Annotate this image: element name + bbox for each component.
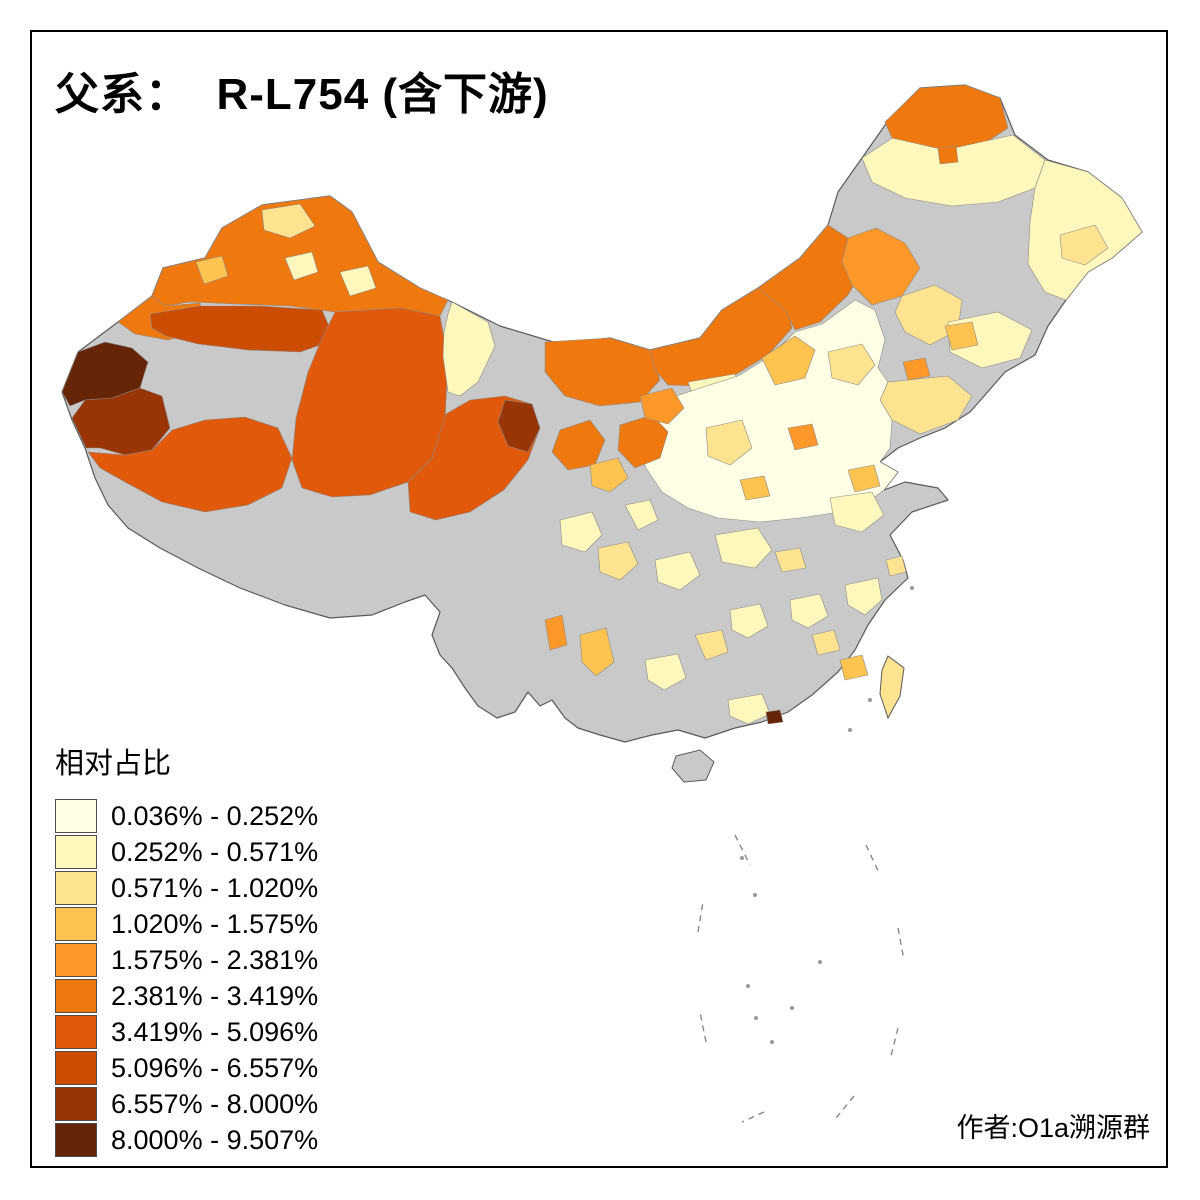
legend-row: 5.096% - 6.557% <box>55 1050 318 1086</box>
legend-title: 相对占比 <box>55 748 172 780</box>
legend-swatch <box>55 907 97 941</box>
region-pearl-delta-dark <box>765 709 784 725</box>
legend-row: 3.419% - 5.096% <box>55 1014 318 1050</box>
region-changchun <box>944 321 979 351</box>
region-hunan-pale <box>729 603 769 639</box>
region-hubei-pale <box>714 527 773 569</box>
plot-frame <box>30 30 1168 1168</box>
region-kashgar <box>71 387 171 456</box>
region-tongliao-pale <box>894 284 963 346</box>
island-specks <box>740 586 914 1044</box>
map-region-patch <box>787 423 819 451</box>
region-zhejiang-pale <box>844 577 883 616</box>
legend-swatch <box>55 871 97 905</box>
region-turpan-pale <box>339 265 377 297</box>
region-jiangsu-pale <box>829 491 885 533</box>
map-region-patch <box>624 499 659 531</box>
legend-row: 1.575% - 2.381% <box>55 942 318 978</box>
legend-swatch <box>55 979 97 1013</box>
map-region-patch <box>544 614 568 651</box>
region-chengdu-pale <box>597 541 639 581</box>
map-region-patch <box>902 357 931 381</box>
island-hainan <box>671 749 715 783</box>
region-bayingol <box>291 307 449 498</box>
region-shanghai-pale <box>885 555 907 577</box>
region-altay-pale <box>261 203 316 239</box>
region-fujian-pale <box>811 629 841 656</box>
map-region-patch <box>1059 224 1109 266</box>
legend-row: 1.020% - 1.575% <box>55 906 318 942</box>
map-region-patch <box>639 387 685 425</box>
choropleth-regions <box>61 84 1143 725</box>
legend-row: 6.557% - 8.000% <box>55 1086 318 1122</box>
region-alxa <box>544 337 661 407</box>
nine-dash-line <box>697 834 905 1123</box>
island-taiwan <box>879 655 905 720</box>
legend-swatch <box>55 1087 97 1121</box>
region-bole-pale <box>195 255 229 285</box>
legend-label: 3.419% - 5.096% <box>111 1016 319 1047</box>
region-zhangjiakou <box>761 335 816 386</box>
map-region-patch <box>937 145 959 165</box>
legend-row: 0.571% - 1.020% <box>55 870 318 906</box>
author-credit: 作者:O1a溯源群 <box>956 1113 1150 1143</box>
region-shanxi-pale <box>705 419 753 466</box>
legend-swatch <box>55 943 97 977</box>
region-qinghai-east-dark <box>497 399 541 453</box>
legend: 相对占比 0.036% - 0.252% 0.252% - 0.571% 0.571… <box>55 740 318 1158</box>
legend-swatch <box>55 1123 97 1157</box>
region-jiuquan-pale <box>442 301 496 397</box>
legend-label: 6.557% - 8.000% <box>111 1088 319 1119</box>
region-inner-mongolia-band <box>649 287 793 387</box>
map-region-patch <box>589 457 629 493</box>
map-title: 父系： R-L754 (含下游) <box>55 70 549 119</box>
legend-row: 8.000% - 9.507% <box>55 1122 318 1158</box>
legend-swatch <box>55 799 97 833</box>
legend-swatch <box>55 835 97 869</box>
region-kunming-patch <box>579 627 615 677</box>
region-guangxi-pale <box>644 653 687 691</box>
legend-label: 1.575% - 2.381% <box>111 944 319 975</box>
legend-label: 0.036% - 0.252% <box>111 800 319 831</box>
region-beijing-pale <box>827 343 876 386</box>
map-region-patch <box>559 511 603 553</box>
region-wuhan-pale <box>774 547 807 573</box>
legend-label: 5.096% - 6.557% <box>111 1052 319 1083</box>
legend-row: 2.381% - 3.419% <box>55 978 318 1014</box>
legend-label: 8.000% - 9.507% <box>111 1124 319 1155</box>
region-guilin-pale <box>694 629 729 661</box>
legend-label: 0.571% - 1.020% <box>111 872 319 903</box>
legend-row: 0.252% - 0.571% <box>55 834 318 870</box>
region-kizilsu <box>61 341 149 407</box>
region-chongqing-pale <box>654 551 701 591</box>
region-guangdong-pale <box>727 693 771 725</box>
legend-row: 0.036% - 0.252% <box>55 798 318 834</box>
region-aksu <box>149 305 336 353</box>
map-region-patch <box>847 464 881 493</box>
legend-label: 2.381% - 3.419% <box>111 980 319 1011</box>
legend-swatch <box>55 1015 97 1049</box>
region-jiangxi-pale <box>789 593 829 629</box>
legend-label: 0.252% - 0.571% <box>111 836 319 867</box>
map-region-patch <box>739 475 771 501</box>
legend-label: 1.020% - 1.575% <box>111 908 319 939</box>
legend-rows: 0.036% - 0.252% 0.252% - 0.571% 0.571% - 1… <box>55 798 318 1158</box>
map-region-patch <box>839 654 869 681</box>
map-region-patch <box>284 251 319 281</box>
legend-swatch <box>55 1051 97 1085</box>
